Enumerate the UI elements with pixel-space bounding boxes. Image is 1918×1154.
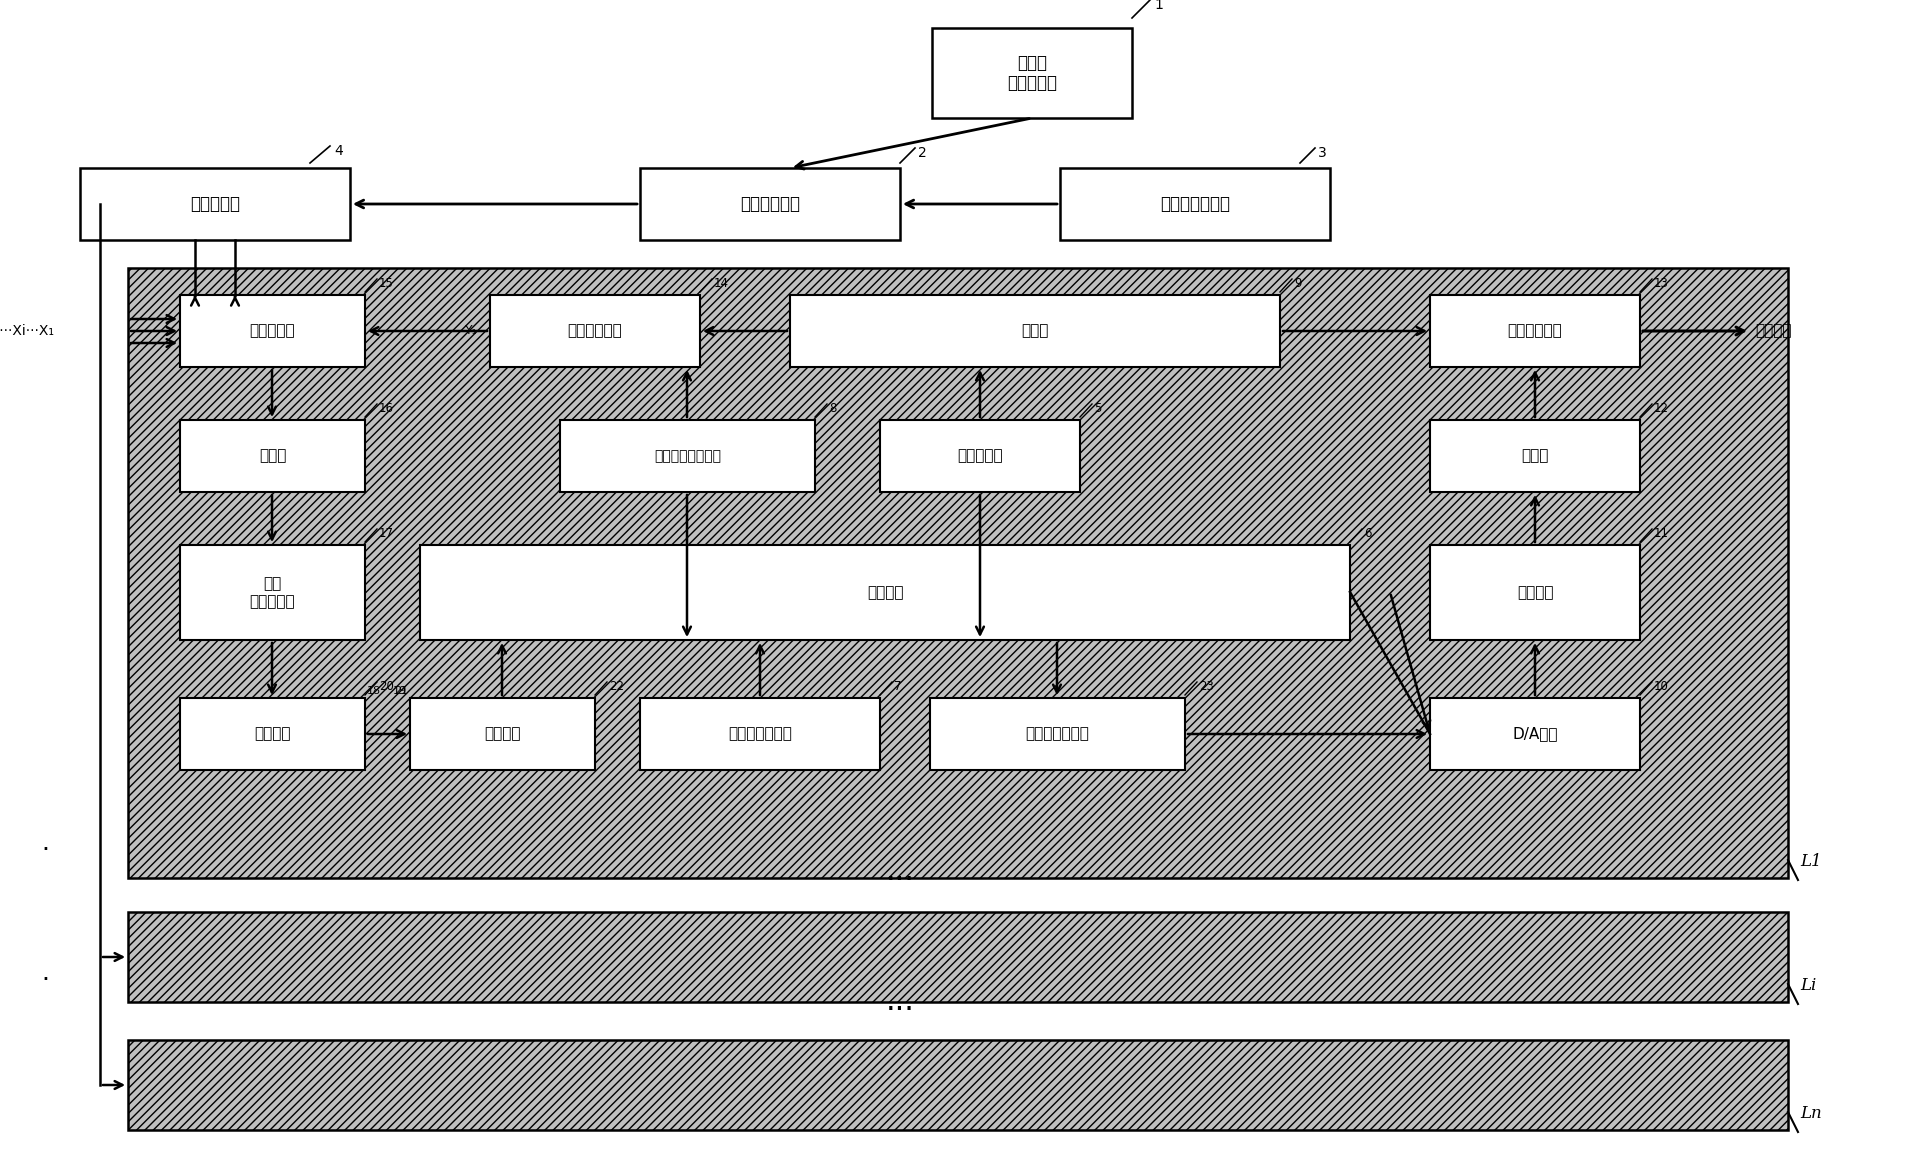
Bar — [129, 1040, 1788, 1130]
Bar — [1431, 698, 1640, 770]
Text: 信号调理: 信号调理 — [255, 727, 292, 742]
Text: 13: 13 — [1653, 277, 1669, 290]
Bar — [129, 912, 1788, 1002]
Bar — [410, 698, 595, 770]
Bar — [1431, 420, 1640, 492]
Bar — [930, 698, 1185, 770]
Text: 环境温度传感器: 环境温度传感器 — [729, 727, 792, 742]
Bar — [560, 420, 815, 492]
Bar — [129, 268, 1788, 878]
Text: 高速
光电探测器: 高速 光电探测器 — [249, 576, 295, 608]
Text: 8: 8 — [829, 402, 836, 415]
Text: 频率测量: 频率测量 — [483, 727, 522, 742]
Text: Li: Li — [1799, 977, 1816, 994]
Text: 碘稳频激光器: 碘稳频激光器 — [740, 195, 800, 213]
Text: 光纤分束器: 光纤分束器 — [190, 195, 240, 213]
Bar — [420, 545, 1350, 640]
Text: 激光管: 激光管 — [1020, 323, 1049, 338]
Bar — [641, 698, 880, 770]
Text: 3: 3 — [1318, 147, 1327, 160]
Text: Xn···Xi···X₁: Xn···Xi···X₁ — [0, 324, 56, 338]
Text: 22: 22 — [610, 680, 623, 694]
Text: 5: 5 — [1093, 402, 1101, 415]
Text: D/A转换: D/A转换 — [1511, 727, 1557, 742]
Bar — [1431, 545, 1640, 640]
Text: 11: 11 — [1653, 527, 1669, 540]
Text: 主偏振分光器: 主偏振分光器 — [1508, 323, 1563, 338]
Bar — [81, 168, 349, 240]
Text: 激光输出: 激光输出 — [1755, 323, 1791, 338]
Text: 9: 9 — [1295, 277, 1302, 290]
Text: 20: 20 — [380, 680, 393, 694]
Text: 14: 14 — [713, 277, 729, 290]
Bar — [180, 698, 364, 770]
Text: 锁频状态指示灯: 锁频状态指示灯 — [1026, 727, 1089, 742]
Text: ···: ··· — [886, 866, 915, 894]
Text: 16: 16 — [380, 402, 393, 415]
Text: 副偏振分光器: 副偏振分光器 — [568, 323, 621, 338]
Text: 激光管温度传感器: 激光管温度传感器 — [654, 449, 721, 463]
Text: 7: 7 — [894, 680, 901, 694]
Text: 稳频状态指示灯: 稳频状态指示灯 — [1160, 195, 1229, 213]
Text: 激光管电源: 激光管电源 — [957, 449, 1003, 464]
Text: ·: · — [40, 838, 50, 862]
Text: 2: 2 — [919, 147, 926, 160]
Text: 15: 15 — [380, 277, 393, 290]
Text: 电热器: 电热器 — [1521, 449, 1548, 464]
Bar — [180, 420, 364, 492]
Text: 光纤合束器: 光纤合束器 — [249, 323, 295, 338]
Bar — [790, 295, 1279, 367]
Text: 12: 12 — [1653, 402, 1669, 415]
Bar — [1431, 295, 1640, 367]
Text: 4: 4 — [334, 144, 343, 158]
Text: 功率放大: 功率放大 — [1517, 585, 1554, 600]
Text: Y₁: Y₁ — [466, 324, 478, 337]
Text: ·: · — [40, 968, 50, 992]
Bar — [880, 420, 1080, 492]
Bar — [932, 28, 1132, 118]
Bar — [180, 295, 364, 367]
Bar — [1061, 168, 1329, 240]
Text: 6: 6 — [1364, 527, 1371, 540]
Text: 检偏器: 检偏器 — [259, 449, 286, 464]
Text: Ln: Ln — [1799, 1106, 1822, 1122]
Text: 碘稳频
激光器电源: 碘稳频 激光器电源 — [1007, 53, 1057, 92]
Bar — [180, 545, 364, 640]
Bar — [489, 295, 700, 367]
Text: 10: 10 — [1653, 680, 1669, 694]
Text: ···: ··· — [886, 996, 915, 1025]
Text: 17: 17 — [380, 527, 393, 540]
Text: 1: 1 — [1155, 0, 1162, 12]
Text: 23: 23 — [1199, 680, 1214, 694]
Text: 微处理器: 微处理器 — [867, 585, 903, 600]
Text: 18: 18 — [366, 685, 382, 696]
Text: L1: L1 — [1799, 853, 1822, 870]
Text: 19: 19 — [393, 685, 407, 696]
Bar — [641, 168, 900, 240]
Text: 21: 21 — [393, 685, 409, 696]
